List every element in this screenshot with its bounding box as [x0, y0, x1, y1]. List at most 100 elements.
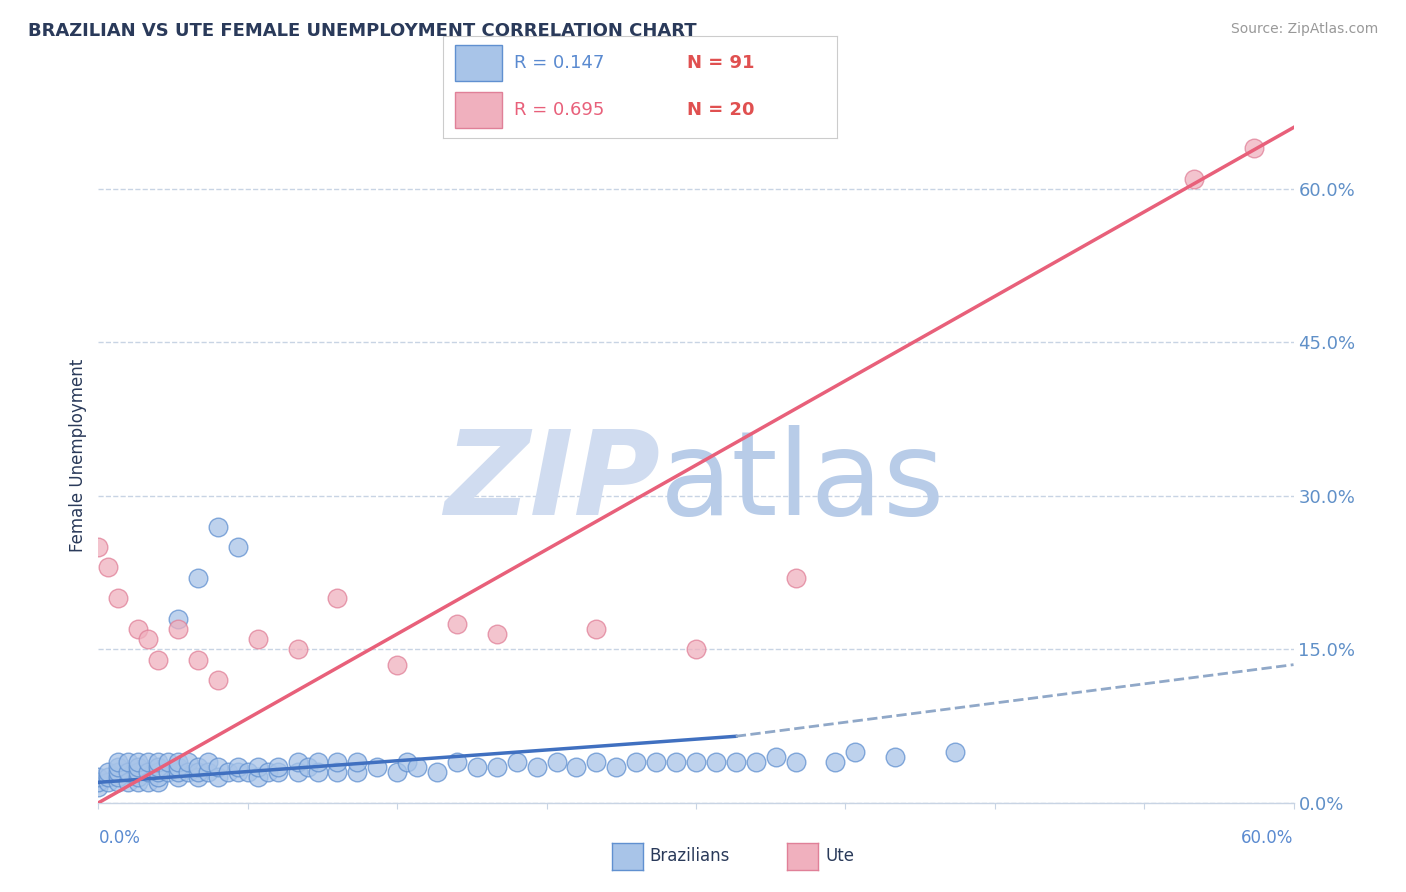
Point	[167, 622, 190, 636]
Text: ZIP: ZIP	[444, 425, 661, 541]
Point	[246, 632, 269, 646]
Point	[546, 755, 568, 769]
Point	[148, 760, 170, 774]
Point	[97, 560, 120, 574]
Point	[136, 765, 159, 780]
Text: 60.0%: 60.0%	[1241, 830, 1294, 847]
Point	[136, 775, 159, 789]
Point	[346, 765, 368, 780]
Point	[446, 616, 468, 631]
Point	[267, 760, 290, 774]
Point	[287, 755, 309, 769]
Point	[226, 760, 249, 774]
Point	[167, 755, 190, 769]
Point	[207, 519, 229, 533]
Point	[117, 775, 139, 789]
Point	[97, 770, 120, 784]
Point	[844, 745, 866, 759]
Point	[645, 755, 668, 769]
Point	[287, 642, 309, 657]
Point	[207, 760, 229, 774]
Point	[187, 760, 209, 774]
Text: atlas: atlas	[661, 425, 945, 541]
Point	[446, 755, 468, 769]
Point	[97, 775, 120, 789]
Point	[246, 770, 269, 784]
Point	[127, 755, 149, 769]
Text: 0.0%: 0.0%	[98, 830, 141, 847]
Point	[585, 755, 607, 769]
Point	[605, 760, 627, 774]
Point	[177, 755, 200, 769]
Text: Source: ZipAtlas.com: Source: ZipAtlas.com	[1230, 22, 1378, 37]
Point	[197, 755, 219, 769]
Point	[148, 775, 170, 789]
Point	[127, 775, 149, 789]
Point	[217, 765, 239, 780]
Text: Ute: Ute	[825, 847, 855, 865]
Point	[148, 755, 170, 769]
Point	[943, 745, 966, 759]
Text: N = 91: N = 91	[688, 54, 755, 72]
Point	[1182, 171, 1205, 186]
Point	[87, 775, 110, 789]
Point	[485, 627, 508, 641]
Point	[406, 760, 429, 774]
Point	[87, 770, 110, 784]
Point	[526, 760, 548, 774]
Point	[107, 765, 129, 780]
Point	[167, 765, 190, 780]
Point	[226, 540, 249, 554]
Point	[117, 765, 139, 780]
Point	[87, 780, 110, 795]
Point	[107, 755, 129, 769]
Point	[87, 540, 110, 554]
Point	[745, 755, 768, 769]
Text: N = 20: N = 20	[688, 101, 755, 119]
Point	[785, 755, 807, 769]
Point	[326, 591, 349, 606]
Point	[148, 765, 170, 780]
Point	[167, 760, 190, 774]
Point	[187, 765, 209, 780]
Point	[127, 760, 149, 774]
Point	[207, 673, 229, 687]
Point	[197, 765, 219, 780]
Text: BRAZILIAN VS UTE FEMALE UNEMPLOYMENT CORRELATION CHART: BRAZILIAN VS UTE FEMALE UNEMPLOYMENT COR…	[28, 22, 697, 40]
Point	[366, 760, 388, 774]
Point	[187, 652, 209, 666]
Point	[127, 622, 149, 636]
Point	[465, 760, 488, 774]
Point	[107, 770, 129, 784]
Point	[565, 760, 588, 774]
FancyBboxPatch shape	[454, 92, 502, 128]
FancyBboxPatch shape	[454, 45, 502, 81]
Point	[506, 755, 529, 769]
Y-axis label: Female Unemployment: Female Unemployment	[69, 359, 87, 551]
Point	[585, 622, 607, 636]
Point	[685, 755, 707, 769]
Point	[136, 632, 159, 646]
Point	[326, 765, 349, 780]
Point	[326, 755, 349, 769]
Point	[177, 765, 200, 780]
Point	[256, 765, 278, 780]
Point	[485, 760, 508, 774]
Point	[765, 749, 787, 764]
Point	[187, 770, 209, 784]
Point	[287, 765, 309, 780]
Point	[685, 642, 707, 657]
Point	[157, 755, 180, 769]
Point	[426, 765, 449, 780]
Text: R = 0.695: R = 0.695	[513, 101, 605, 119]
Point	[136, 755, 159, 769]
Point	[385, 657, 409, 672]
Point	[107, 760, 129, 774]
Point	[267, 765, 290, 780]
Point	[884, 749, 907, 764]
Point	[226, 765, 249, 780]
Point	[1243, 141, 1265, 155]
Point	[824, 755, 846, 769]
Point	[785, 571, 807, 585]
Point	[626, 755, 648, 769]
